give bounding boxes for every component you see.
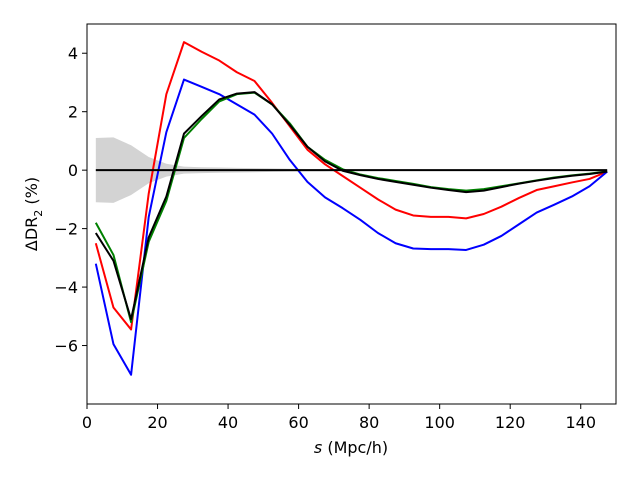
x-axis-label: s (Mpc/h) — [314, 438, 388, 457]
series-line-black — [94, 91, 608, 321]
x-tick-label: 80 — [359, 413, 379, 432]
x-axis: 0 20 40 60 80 100 120 140 — [82, 404, 596, 432]
x-tick-label: 0 — [82, 413, 92, 432]
y-tick-label: −6 — [54, 337, 78, 356]
axes-frame — [86, 23, 617, 405]
x-tick-label: 140 — [565, 413, 596, 432]
x-tick-label: 100 — [424, 413, 455, 432]
x-tick-label: 120 — [495, 413, 526, 432]
series-line-blue — [94, 78, 608, 376]
y-tick-label: 2 — [68, 103, 78, 122]
plot-area — [94, 41, 608, 376]
y-tick-label: −4 — [54, 278, 78, 297]
series-line-red — [94, 41, 608, 331]
x-tick-label: 40 — [218, 413, 238, 432]
y-axis-label: ΔDR2 (%) — [22, 177, 45, 251]
y-axis: −6 −4 −2 0 2 4 — [54, 44, 87, 356]
y-tick-label: 4 — [68, 44, 78, 63]
x-tick-label: 60 — [288, 413, 308, 432]
y-tick-label: 0 — [68, 161, 78, 180]
y-tick-label: −2 — [54, 220, 78, 239]
x-tick-label: 20 — [147, 413, 167, 432]
